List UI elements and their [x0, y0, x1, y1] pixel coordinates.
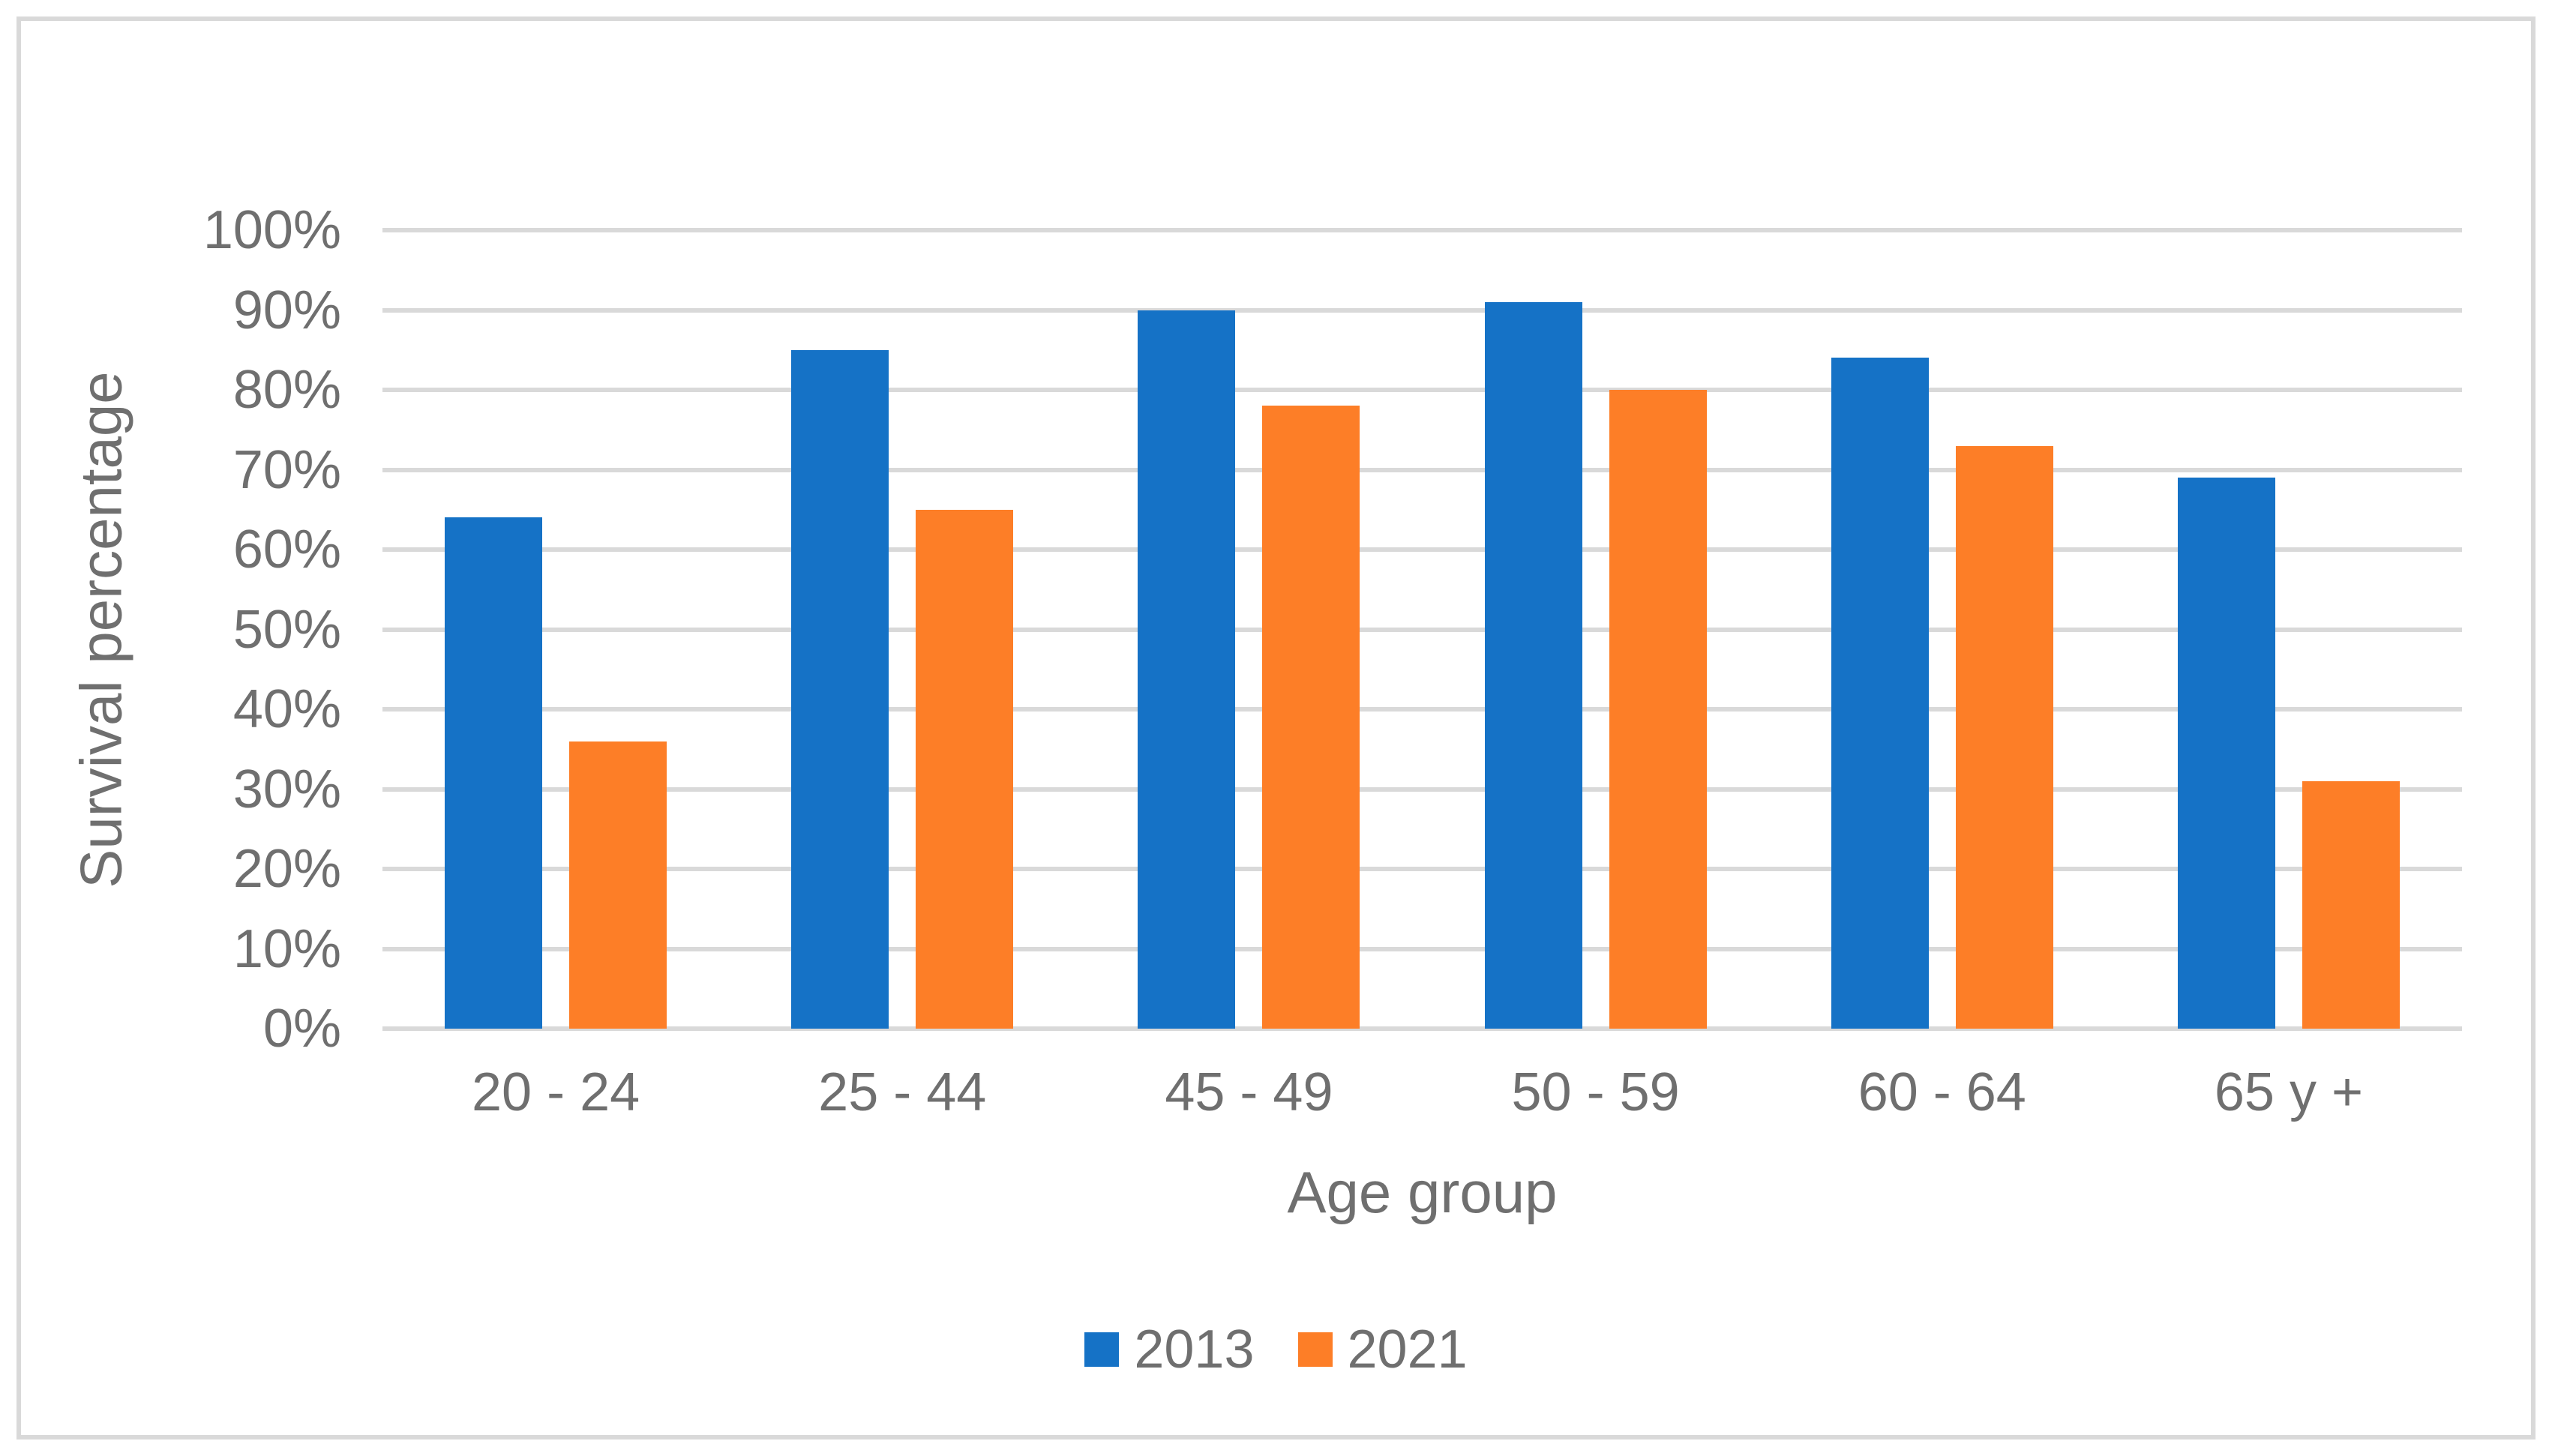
- x-tick-label-20-24: 20 - 24: [472, 1062, 640, 1122]
- chart-border: [16, 16, 2536, 1440]
- gridline-60: [382, 547, 2462, 552]
- y-tick-label-80: 80%: [232, 360, 341, 420]
- bar-2013-20-24: [445, 517, 543, 1029]
- legend-swatch-2021: [1297, 1332, 1333, 1367]
- legend-label-2021: 2021: [1347, 1320, 1468, 1380]
- bar-2021-20-24: [569, 741, 667, 1029]
- bar-2013-45-49: [1138, 310, 1236, 1029]
- bar-group-65y+: [2116, 230, 2462, 1029]
- x-axis-tick-labels: 20 - 24 25 - 44 45 - 49 50 - 59 60 - 64 65 y …: [382, 1062, 2462, 1122]
- bar-2021-45-49: [1262, 406, 1360, 1029]
- gridline-70: [382, 467, 2462, 472]
- y-tick-label-70: 70%: [232, 439, 341, 500]
- bar-group-20-24: [382, 230, 729, 1029]
- y-tick-label-10: 10%: [232, 918, 341, 979]
- y-tick-label-60: 60%: [232, 520, 341, 580]
- x-tick-label-45-49: 45 - 49: [1165, 1062, 1333, 1122]
- bar-2013-50-59: [1484, 301, 1582, 1029]
- bar-group-45-49: [1075, 230, 1422, 1029]
- bar-group-60-64: [1769, 230, 2116, 1029]
- gridline-10: [382, 946, 2462, 951]
- legend-item-2021: 2021: [1297, 1320, 1468, 1380]
- gridline-40: [382, 707, 2462, 712]
- bar-2021-65y+: [2302, 780, 2400, 1029]
- x-tick-label-65y+: 65 y +: [2214, 1062, 2364, 1122]
- legend-label-2013: 2013: [1134, 1320, 1255, 1380]
- y-axis-tick-labels: 0% 10% 20% 30% 40% 50% 60% 70% 80% 90% 100%: [0, 0, 341, 1456]
- gridline-30: [382, 786, 2462, 792]
- y-tick-label-20: 20%: [232, 839, 341, 899]
- gridline-50: [382, 627, 2462, 632]
- x-tick-label-25-44: 25 - 44: [818, 1062, 987, 1122]
- legend-swatch-2013: [1084, 1332, 1120, 1367]
- gridline-80: [382, 388, 2462, 392]
- y-tick-label-90: 90%: [232, 280, 341, 340]
- plot-area: [382, 228, 2462, 1031]
- x-tick-label-60-64: 60 - 64: [1858, 1062, 2026, 1122]
- y-tick-label-40: 40%: [232, 679, 341, 739]
- y-tick-label-100: 100%: [202, 200, 341, 260]
- y-tick-label-30: 30%: [232, 759, 341, 819]
- bar-2021-60-64: [1955, 445, 2053, 1029]
- bar-2013-25-44: [791, 349, 889, 1029]
- y-tick-label-50: 50%: [232, 599, 341, 660]
- x-axis-title: Age group: [1287, 1159, 1558, 1225]
- bar-group-50-59: [1423, 230, 1769, 1029]
- gridline-0: [382, 1026, 2462, 1031]
- bar-2021-25-44: [916, 509, 1014, 1029]
- y-tick-label-0: 0%: [262, 999, 341, 1059]
- bar-groups-layer: [382, 230, 2462, 1029]
- gridline-90: [382, 307, 2462, 313]
- bar-2013-60-64: [1831, 358, 1929, 1029]
- bar-group-25-44: [729, 230, 1075, 1029]
- bar-2013-65y+: [2177, 478, 2275, 1029]
- legend-item-2013: 2013: [1084, 1320, 1255, 1380]
- legend: 2013 2021: [0, 1323, 2552, 1377]
- gridline-100: [382, 228, 2462, 232]
- gridline-20: [382, 867, 2462, 871]
- x-tick-label-50-59: 50 - 59: [1511, 1062, 1680, 1122]
- bar-2021-50-59: [1609, 390, 1707, 1029]
